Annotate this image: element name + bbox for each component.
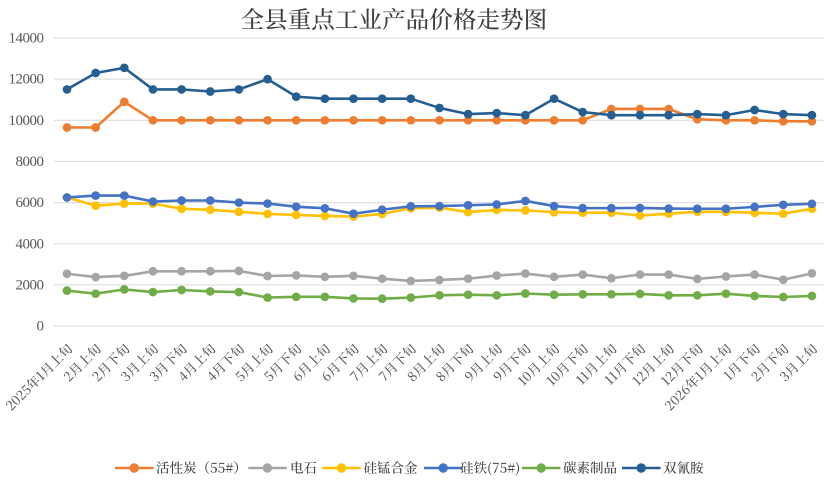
- svg-text:14000: 14000: [9, 31, 44, 47]
- svg-text:10000: 10000: [9, 113, 44, 129]
- svg-text:8000: 8000: [16, 154, 44, 170]
- svg-text:12000: 12000: [9, 72, 44, 88]
- svg-text:4000: 4000: [16, 236, 44, 252]
- svg-text:6000: 6000: [16, 195, 44, 211]
- svg-text:0: 0: [37, 319, 44, 335]
- svg-text:2000: 2000: [16, 277, 44, 293]
